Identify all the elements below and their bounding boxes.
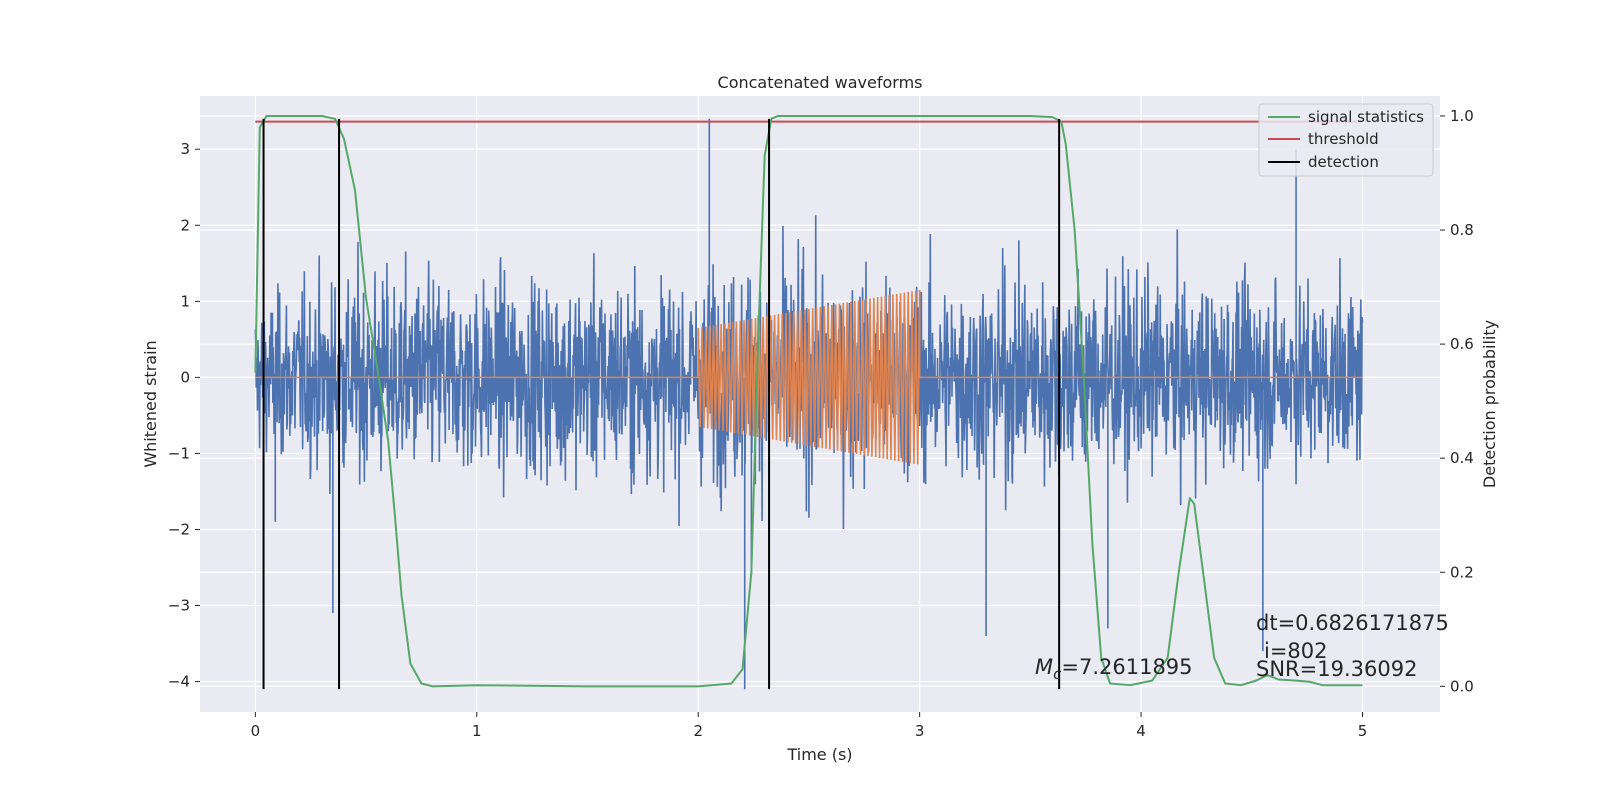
y-right-tick-label: 0.8 <box>1450 221 1474 239</box>
annotation-mc-value: =7.2611895 <box>1061 655 1192 679</box>
y-left-tick-label: 0 <box>180 368 190 386</box>
y-left-tick-label: −3 <box>168 597 190 615</box>
x-tick-label: 1 <box>472 722 482 740</box>
y-left-tick-label: 3 <box>180 140 190 158</box>
x-tick-label: 3 <box>915 722 925 740</box>
legend-label-signal-statistics: signal statistics <box>1308 108 1424 126</box>
y-left-tick-label: −2 <box>168 520 190 538</box>
x-tick-label: 2 <box>693 722 703 740</box>
annotation-dt: dt=0.6826171875 <box>1256 611 1449 635</box>
x-tick-label: 5 <box>1358 722 1368 740</box>
legend-label-threshold: threshold <box>1308 130 1379 148</box>
annotation-snr: SNR=19.36092 <box>1256 657 1417 681</box>
annotation-mc-subscript: c <box>1053 665 1062 683</box>
legend-label-detection: detection <box>1308 153 1379 171</box>
annotation-mc-symbol: M <box>1035 655 1053 679</box>
annotation-i: i=802 <box>1264 639 1328 663</box>
y-left-tick-label: −1 <box>168 444 190 462</box>
y-axis-right-label: Detection probability <box>1480 320 1499 488</box>
y-axis-left-ticks: −4 −3 −2 −1 0 1 2 3 <box>168 140 200 691</box>
chart-title: Concatenated waveforms <box>718 73 923 92</box>
x-tick-label: 4 <box>1136 722 1146 740</box>
y-right-tick-label: 0.6 <box>1450 335 1474 353</box>
x-tick-label: 0 <box>251 722 261 740</box>
legend-frame <box>1258 103 1434 177</box>
template-line <box>255 289 1363 465</box>
strain-series <box>254 118 1364 690</box>
template-series <box>255 289 1363 465</box>
strain-line <box>254 118 1364 690</box>
x-axis-ticks: 0 1 2 3 4 5 <box>251 712 1368 740</box>
y-left-tick-label: −4 <box>168 673 190 691</box>
y-axis-right-ticks: 0.0 0.2 0.4 0.6 0.8 1.0 <box>1440 107 1474 695</box>
y-right-tick-label: 1.0 <box>1450 107 1474 125</box>
x-axis-label: Time (s) <box>786 745 852 764</box>
annotation-chirp-mass: Mc=7.2611895 <box>1035 655 1193 683</box>
y-right-tick-label: 0.0 <box>1450 677 1474 695</box>
y-left-tick-label: 1 <box>180 292 190 310</box>
signal-statistics-line <box>254 114 1363 688</box>
legend: signal statistics threshold detection <box>1258 103 1434 177</box>
signal-statistics-series <box>254 114 1363 688</box>
y-axis-left-label: Whitened strain <box>141 340 160 467</box>
detection-series <box>262 118 1061 690</box>
y-right-tick-label: 0.4 <box>1450 449 1474 467</box>
y-right-tick-label: 0.2 <box>1450 563 1474 581</box>
y-left-tick-label: 2 <box>180 216 190 234</box>
